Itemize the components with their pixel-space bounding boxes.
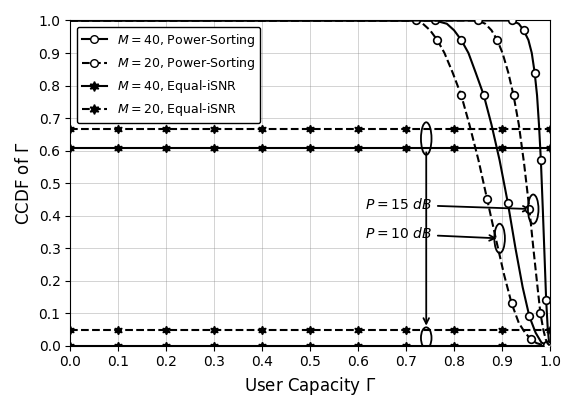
Y-axis label: CCDF of $\Gamma$: CCDF of $\Gamma$	[15, 141, 33, 225]
X-axis label: User Capacity $\Gamma$: User Capacity $\Gamma$	[244, 375, 376, 397]
Text: $P = 10$ dB: $P = 10$ dB	[365, 227, 495, 241]
Text: $P = 15$ dB: $P = 15$ dB	[365, 197, 528, 212]
Legend: $M = 40$, Power-Sorting, $M = 20$, Power-Sorting, $M = 40$, Equal-iSNR, $M = 20$: $M = 40$, Power-Sorting, $M = 20$, Power…	[77, 27, 260, 124]
